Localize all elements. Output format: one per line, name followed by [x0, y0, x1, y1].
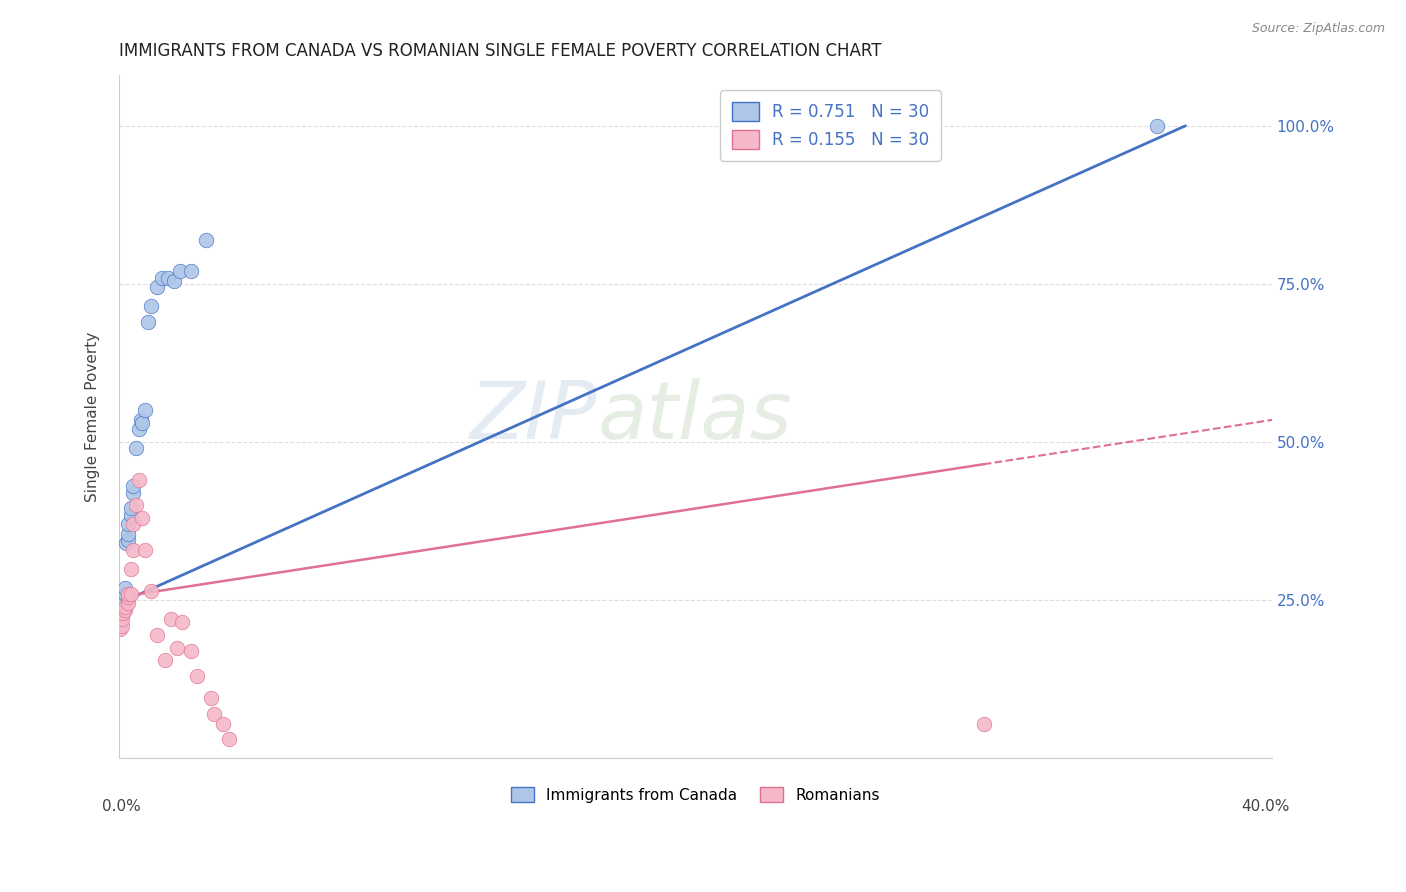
Point [110, 596, 132, 610]
Text: Source: ZipAtlas.com: Source: ZipAtlas.com [1251, 22, 1385, 36]
Point [973, 716, 995, 731]
Point [117, 517, 139, 532]
Text: IMMIGRANTS FROM CANADA VS ROMANIAN SINGLE FEMALE POVERTY CORRELATION CHART: IMMIGRANTS FROM CANADA VS ROMANIAN SINGL… [120, 42, 882, 60]
Point [120, 587, 142, 601]
Text: 40.0%: 40.0% [1241, 799, 1289, 814]
Point [111, 590, 134, 604]
Point [120, 508, 142, 522]
Point [186, 669, 208, 683]
Point [150, 270, 173, 285]
Point [115, 536, 138, 550]
Point [128, 473, 150, 487]
Point [211, 716, 233, 731]
Point [139, 583, 162, 598]
Point [153, 653, 176, 667]
Point [112, 596, 135, 610]
Point [112, 606, 135, 620]
Point [122, 485, 145, 500]
Point [180, 644, 202, 658]
Point [114, 603, 136, 617]
Point [111, 612, 134, 626]
Point [114, 593, 136, 607]
Y-axis label: Single Female Poverty: Single Female Poverty [86, 332, 100, 502]
Point [134, 403, 156, 417]
Point [117, 587, 139, 601]
Point [122, 517, 145, 532]
Point [145, 280, 167, 294]
Point [114, 587, 136, 601]
Point [136, 315, 159, 329]
Point [166, 640, 188, 655]
Point [125, 442, 148, 456]
Point [172, 615, 194, 630]
Point [117, 590, 139, 604]
Point [129, 413, 152, 427]
Point [202, 707, 225, 722]
Point [218, 732, 240, 747]
Point [145, 628, 167, 642]
Point [194, 233, 217, 247]
Point [200, 691, 222, 706]
Point [125, 499, 148, 513]
Point [163, 274, 186, 288]
Point [114, 599, 136, 614]
Point [169, 264, 191, 278]
Legend: Immigrants from Canada, Romanians: Immigrants from Canada, Romanians [505, 780, 886, 809]
Point [117, 596, 139, 610]
Point [122, 542, 145, 557]
Point [139, 299, 162, 313]
Point [128, 422, 150, 436]
Text: atlas: atlas [598, 378, 792, 456]
Point [114, 581, 136, 595]
Text: ZIP: ZIP [470, 378, 598, 456]
Point [160, 612, 183, 626]
Point [131, 511, 153, 525]
Point [117, 533, 139, 548]
Point [117, 526, 139, 541]
Point [120, 561, 142, 575]
Point [157, 270, 180, 285]
Point [110, 622, 132, 636]
Point [111, 618, 134, 632]
Point [122, 479, 145, 493]
Text: 0.0%: 0.0% [101, 799, 141, 814]
Point [131, 416, 153, 430]
Point [111, 596, 134, 610]
Point [120, 501, 142, 516]
Point [1146, 119, 1168, 133]
Point [180, 264, 202, 278]
Point [134, 542, 156, 557]
